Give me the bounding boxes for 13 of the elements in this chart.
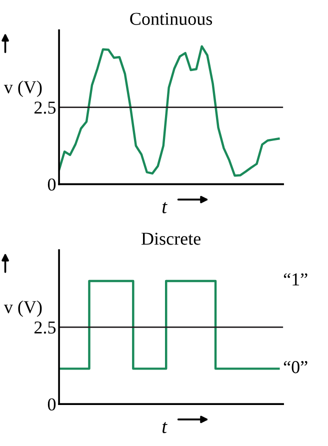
line-series <box>59 45 280 177</box>
text: “1” <box>284 273 308 286</box>
y-tick-label: 0 <box>48 398 56 411</box>
y-axis-title: v (V) <box>4 80 42 97</box>
x-axis-title: t <box>162 202 168 214</box>
chart-title: Discrete <box>141 232 200 245</box>
y-tick-label: 2.5 <box>34 102 56 114</box>
y-tick-label: 0 <box>48 178 56 191</box>
chart-title: Continuous <box>130 12 212 25</box>
y-tick-label: 2.5 <box>34 321 56 334</box>
text: “0” <box>284 361 308 374</box>
x-axis-title: t <box>162 422 168 434</box>
y-axis-title: v (V) <box>4 300 42 317</box>
